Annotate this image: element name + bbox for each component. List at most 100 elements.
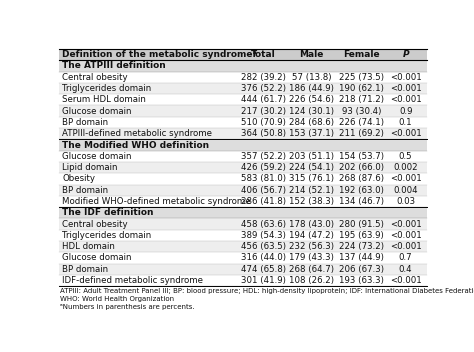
Bar (59, 49, 427, 60)
Text: The Modified WHO definition: The Modified WHO definition (62, 140, 210, 150)
Bar (59, 196, 427, 207)
Text: ᵃNumbers in parenthesis are percents.: ᵃNumbers in parenthesis are percents. (60, 304, 195, 310)
Text: 192 (63.0): 192 (63.0) (339, 186, 383, 195)
Bar (59, 128, 427, 139)
Text: 57 (13.8): 57 (13.8) (292, 73, 331, 82)
Text: Lipid domain: Lipid domain (62, 163, 118, 172)
Bar (59, 264, 427, 275)
Text: The ATPIII definition: The ATPIII definition (62, 62, 166, 70)
Text: 474 (65.8): 474 (65.8) (241, 265, 286, 274)
Text: 0.004: 0.004 (393, 186, 418, 195)
Text: IDF-defined metabolic syndrome: IDF-defined metabolic syndrome (62, 276, 203, 285)
Text: 154 (53.7): 154 (53.7) (339, 152, 384, 161)
Text: 406 (56.7): 406 (56.7) (241, 186, 286, 195)
Text: Triglycerides domain: Triglycerides domain (62, 84, 151, 93)
Text: Glucose domain: Glucose domain (62, 253, 132, 263)
Text: 0.03: 0.03 (396, 197, 415, 206)
Text: 137 (44.9): 137 (44.9) (339, 253, 383, 263)
Text: 190 (62.1): 190 (62.1) (339, 84, 383, 93)
Bar (59, 275, 427, 286)
Text: Definition of the metabolic syndromeᵃ: Definition of the metabolic syndromeᵃ (62, 50, 257, 59)
Bar (59, 139, 427, 151)
Text: 316 (44.0): 316 (44.0) (241, 253, 286, 263)
Text: 225 (73.5): 225 (73.5) (339, 73, 384, 82)
Text: Modified WHO-defined metabolic syndrome: Modified WHO-defined metabolic syndrome (62, 197, 251, 206)
Bar (59, 60, 427, 71)
Text: Central obesity: Central obesity (62, 73, 128, 82)
Text: BP domain: BP domain (62, 118, 109, 127)
Text: 0.9: 0.9 (399, 107, 412, 115)
Text: 206 (67.3): 206 (67.3) (339, 265, 384, 274)
Text: Central obesity: Central obesity (62, 220, 128, 228)
Text: 286 (41.8): 286 (41.8) (241, 197, 286, 206)
Text: ATPIII: Adult Treatment Panel III; BP: blood pressure; HDL: high-density lipopro: ATPIII: Adult Treatment Panel III; BP: b… (60, 288, 474, 294)
Text: <0.001: <0.001 (390, 231, 421, 240)
Text: 193 (63.3): 193 (63.3) (339, 276, 383, 285)
Text: 444 (61.7): 444 (61.7) (241, 95, 286, 104)
Text: HDL domain: HDL domain (62, 242, 115, 251)
Text: 214 (52.1): 214 (52.1) (289, 186, 334, 195)
Text: 218 (71.2): 218 (71.2) (339, 95, 384, 104)
Text: 93 (30.4): 93 (30.4) (342, 107, 381, 115)
Text: 211 (69.2): 211 (69.2) (339, 129, 383, 138)
Text: 284 (68.6): 284 (68.6) (289, 118, 334, 127)
Text: 389 (54.3): 389 (54.3) (241, 231, 285, 240)
Text: 124 (30.1): 124 (30.1) (289, 107, 334, 115)
Text: 232 (56.3): 232 (56.3) (289, 242, 334, 251)
Text: 224 (54.1): 224 (54.1) (289, 163, 334, 172)
Text: 510 (70.9): 510 (70.9) (241, 118, 285, 127)
Text: 134 (46.7): 134 (46.7) (339, 197, 384, 206)
Text: Total: Total (251, 50, 275, 59)
Text: 282 (39.2): 282 (39.2) (241, 73, 285, 82)
Text: 178 (43.0): 178 (43.0) (289, 220, 334, 228)
Text: 226 (54.6): 226 (54.6) (289, 95, 334, 104)
Text: <0.001: <0.001 (390, 73, 421, 82)
Text: 202 (66.0): 202 (66.0) (339, 163, 384, 172)
Text: BP domain: BP domain (62, 186, 109, 195)
Bar (59, 252, 427, 264)
Text: 0.1: 0.1 (399, 118, 412, 127)
Text: 152 (38.3): 152 (38.3) (289, 197, 334, 206)
Bar (59, 173, 427, 184)
Text: 186 (44.9): 186 (44.9) (289, 84, 334, 93)
Text: BP domain: BP domain (62, 265, 109, 274)
Bar (59, 151, 427, 162)
Text: Glucose domain: Glucose domain (62, 152, 132, 161)
Text: <0.001: <0.001 (390, 174, 421, 183)
Text: <0.001: <0.001 (390, 84, 421, 93)
Bar (59, 71, 427, 83)
Text: 203 (51.1): 203 (51.1) (289, 152, 334, 161)
Text: 0.002: 0.002 (393, 163, 418, 172)
Text: 108 (26.2): 108 (26.2) (289, 276, 334, 285)
Text: ATPIII-defined metabolic syndrome: ATPIII-defined metabolic syndrome (62, 129, 212, 138)
Text: 195 (63.9): 195 (63.9) (339, 231, 383, 240)
Text: Obesity: Obesity (62, 174, 95, 183)
Text: P: P (402, 50, 409, 59)
Bar (59, 241, 427, 252)
Text: <0.001: <0.001 (390, 276, 421, 285)
Text: 0.7: 0.7 (399, 253, 412, 263)
Text: 217 (30.2): 217 (30.2) (241, 107, 286, 115)
Text: Glucose domain: Glucose domain (62, 107, 132, 115)
Text: 0.5: 0.5 (399, 152, 412, 161)
Text: <0.001: <0.001 (390, 95, 421, 104)
Text: 226 (74.1): 226 (74.1) (339, 118, 384, 127)
Text: 458 (63.6): 458 (63.6) (241, 220, 286, 228)
Bar (59, 94, 427, 106)
Text: <0.001: <0.001 (390, 129, 421, 138)
Text: 179 (43.3): 179 (43.3) (289, 253, 334, 263)
Bar (59, 218, 427, 230)
Text: 301 (41.9): 301 (41.9) (241, 276, 285, 285)
Text: 0.4: 0.4 (399, 265, 412, 274)
Text: 456 (63.5): 456 (63.5) (241, 242, 286, 251)
Text: 315 (76.1): 315 (76.1) (289, 174, 334, 183)
Bar (59, 117, 427, 128)
Text: 364 (50.8): 364 (50.8) (241, 129, 286, 138)
Text: <0.001: <0.001 (390, 220, 421, 228)
Text: 357 (52.2): 357 (52.2) (241, 152, 286, 161)
Text: 224 (73.2): 224 (73.2) (339, 242, 384, 251)
Text: 268 (64.7): 268 (64.7) (289, 265, 334, 274)
Text: Female: Female (343, 50, 380, 59)
Text: 194 (47.2): 194 (47.2) (289, 231, 334, 240)
Text: 268 (87.6): 268 (87.6) (339, 174, 384, 183)
